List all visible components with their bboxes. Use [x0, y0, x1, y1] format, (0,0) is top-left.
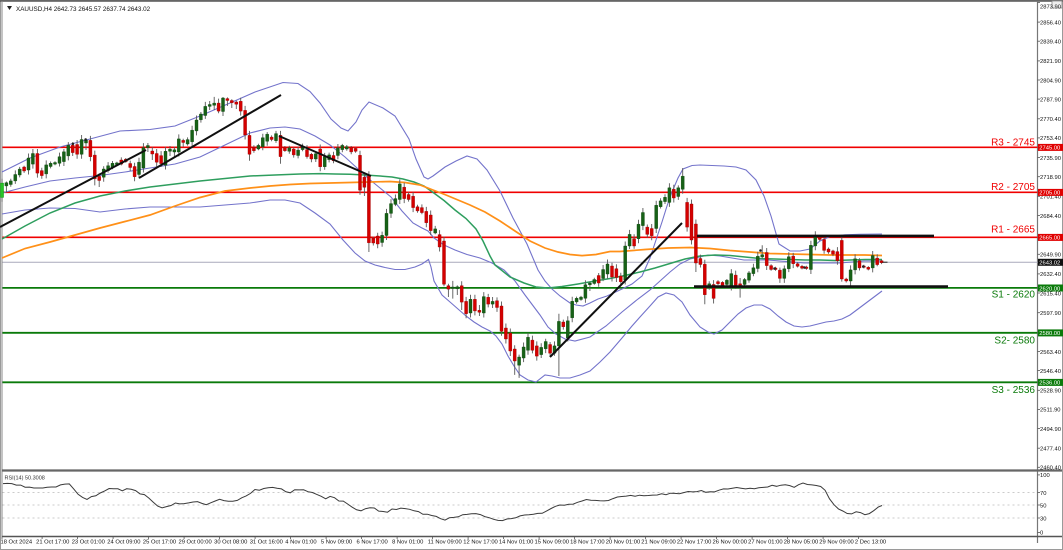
svg-text:R2 - 2705: R2 - 2705 [991, 182, 1035, 193]
svg-text:18 Nov 17:00: 18 Nov 17:00 [570, 540, 604, 546]
svg-text:2705.00: 2705.00 [1039, 191, 1060, 197]
svg-text:5 Nov 09:00: 5 Nov 09:00 [321, 540, 352, 546]
svg-text:2787.90: 2787.90 [1040, 97, 1061, 103]
svg-text:2 Dec 13:00: 2 Dec 13:00 [855, 540, 886, 546]
svg-text:2821.90: 2821.90 [1040, 59, 1061, 65]
svg-text:2477.40: 2477.40 [1040, 447, 1061, 453]
svg-text:12 Nov 17:00: 12 Nov 17:00 [463, 540, 497, 546]
svg-text:4 Nov 01:00: 4 Nov 01:00 [285, 540, 316, 546]
svg-text:15 Nov 09:00: 15 Nov 09:00 [535, 540, 569, 546]
svg-text:S2- 2580: S2- 2580 [994, 335, 1035, 346]
svg-text:18 Oct 2024: 18 Oct 2024 [1, 540, 33, 546]
svg-text:14 Nov 01:00: 14 Nov 01:00 [499, 540, 533, 546]
svg-text:2649.90: 2649.90 [1040, 253, 1061, 259]
svg-text:S1 - 2620: S1 - 2620 [992, 290, 1036, 301]
svg-text:2643.02: 2643.02 [1039, 261, 1060, 267]
svg-text:24 Oct 09:00: 24 Oct 09:00 [107, 540, 140, 546]
svg-text:2718.90: 2718.90 [1040, 175, 1061, 181]
svg-text:2620.00: 2620.00 [1039, 286, 1060, 292]
svg-text:0: 0 [1040, 531, 1043, 537]
svg-text:2597.90: 2597.90 [1040, 311, 1061, 317]
svg-text:30 Oct 08:00: 30 Oct 08:00 [214, 540, 247, 546]
svg-text:100: 100 [1040, 473, 1050, 479]
svg-text:R1 - 2665: R1 - 2665 [991, 225, 1035, 236]
svg-text:2770.40: 2770.40 [1040, 117, 1061, 123]
svg-text:29 Oct 00:00: 29 Oct 00:00 [179, 540, 212, 546]
svg-text:23 Oct 01:00: 23 Oct 01:00 [72, 540, 105, 546]
svg-text:S3 - 2536: S3 - 2536 [992, 385, 1036, 396]
svg-text:2684.40: 2684.40 [1040, 214, 1061, 220]
svg-text:XAUUSD,H4 2642.73 2645.57 263: XAUUSD,H4 2642.73 2645.57 2637.74 2643.0… [16, 6, 151, 13]
svg-text:2494.90: 2494.90 [1040, 427, 1061, 433]
svg-text:2839.40: 2839.40 [1040, 40, 1061, 46]
svg-text:26 Nov 00:00: 26 Nov 00:00 [713, 540, 747, 546]
svg-text:21 Oct 17:00: 21 Oct 17:00 [36, 540, 69, 546]
svg-text:28 Nov 05:00: 28 Nov 05:00 [784, 540, 818, 546]
svg-text:21 Nov 09:00: 21 Nov 09:00 [641, 540, 675, 546]
svg-text:6 Nov 17:00: 6 Nov 17:00 [357, 540, 388, 546]
svg-text:20 Nov 01:00: 20 Nov 01:00 [606, 540, 640, 546]
svg-text:R3 - 2745: R3 - 2745 [991, 137, 1035, 148]
svg-text:27 Nov 01:00: 27 Nov 01:00 [748, 540, 782, 546]
svg-text:22 Nov 17:00: 22 Nov 17:00 [677, 540, 711, 546]
svg-text:2511.90: 2511.90 [1040, 408, 1061, 414]
svg-text:2873.90: 2873.90 [1040, 4, 1061, 10]
svg-text:2804.90: 2804.90 [1040, 78, 1061, 84]
svg-text:2735.90: 2735.90 [1040, 156, 1061, 162]
svg-text:2563.40: 2563.40 [1040, 350, 1061, 356]
svg-text:8 Nov 01:00: 8 Nov 01:00 [392, 540, 423, 546]
svg-text:11 Nov 09:00: 11 Nov 09:00 [428, 540, 462, 546]
svg-text:2753.40: 2753.40 [1040, 136, 1061, 142]
svg-text:RSI(14) 50.3008: RSI(14) 50.3008 [5, 476, 45, 482]
svg-text:2745.00: 2745.00 [1039, 146, 1060, 152]
svg-text:25 Oct 17:00: 25 Oct 17:00 [143, 540, 176, 546]
svg-text:2460.40: 2460.40 [1040, 466, 1061, 472]
svg-text:2528.90: 2528.90 [1040, 389, 1061, 395]
svg-text:50: 50 [1040, 503, 1046, 509]
svg-text:2856.40: 2856.40 [1040, 20, 1061, 26]
svg-text:2536.00: 2536.00 [1039, 381, 1060, 387]
svg-text:2665.00: 2665.00 [1039, 236, 1060, 242]
svg-text:2701.40: 2701.40 [1040, 195, 1061, 201]
svg-text:70: 70 [1040, 491, 1046, 497]
svg-text:29 Nov 09:00: 29 Nov 09:00 [819, 540, 853, 546]
svg-text:2546.40: 2546.40 [1040, 369, 1061, 375]
svg-text:31 Oct 16:00: 31 Oct 16:00 [250, 540, 283, 546]
svg-text:30: 30 [1040, 516, 1046, 522]
svg-text:2580.00: 2580.00 [1039, 331, 1060, 337]
svg-text:2632.40: 2632.40 [1040, 272, 1061, 278]
svg-text:2615.40: 2615.40 [1040, 291, 1061, 297]
